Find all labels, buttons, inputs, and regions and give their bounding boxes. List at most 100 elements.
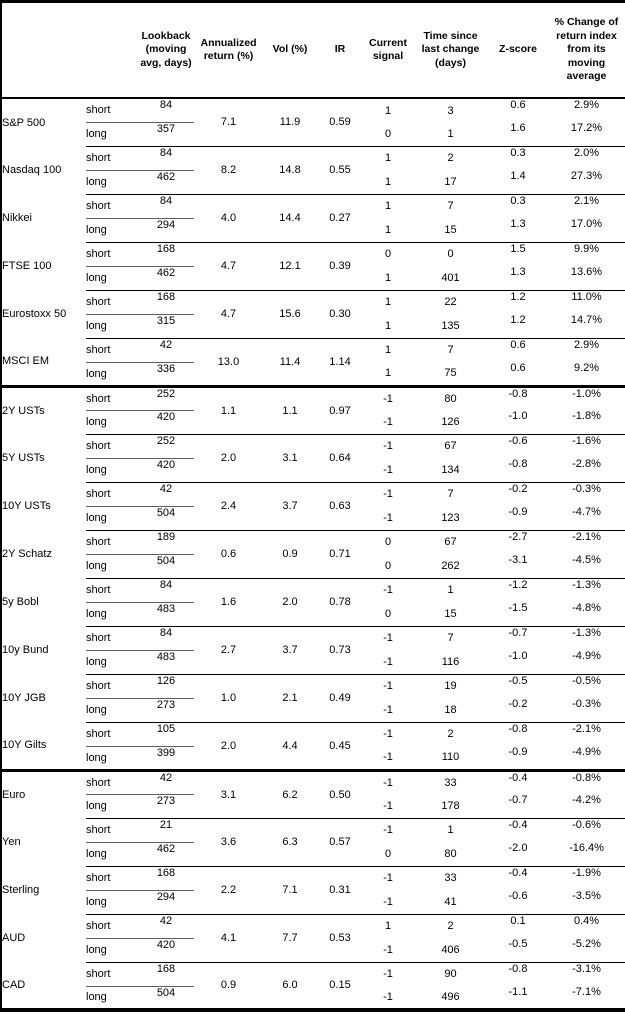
time-since-cell: 135 [413, 314, 488, 339]
time-since-cell: 7 [447, 488, 454, 501]
table-row-short: 10Y Gilts short 105 2.0 4.4 0.45 -1 2 -0.8 -2.1% [1, 722, 625, 772]
zscore-cell: -0.4 [508, 866, 528, 879]
table-row-long: long 462 1 17 1.4 27.3% [1, 170, 625, 195]
pct-change-cell: -4.9% [548, 650, 625, 675]
annualized-return-cell: 2.7 [194, 626, 263, 675]
ir-cell: 0.57 [317, 818, 363, 867]
annualized-return-cell: 3.1 [194, 770, 263, 819]
current-signal-cell: -1 [383, 632, 393, 645]
ir-cell: 0.45 [317, 722, 363, 772]
annualized-return-cell: 2.4 [194, 482, 263, 531]
time-since-cell: 80 [444, 392, 457, 405]
annualized-return-cell: 1.6 [194, 578, 263, 627]
zscore-cell: -1.1 [488, 986, 548, 1011]
zscore-cell: 0.6 [488, 362, 548, 388]
ir-cell: 0.73 [317, 626, 363, 675]
asset-name-cell: 2Y Schatz [2, 548, 52, 560]
current-signal-cell: 1 [363, 314, 413, 339]
zscore-cell: 1.5 [510, 242, 526, 255]
vol-cell: 6.2 [263, 770, 317, 819]
asset-name-cell: Euro [2, 788, 26, 801]
vol-cell: 3.7 [263, 626, 317, 675]
table-row-short: 10Y USTs short 42 2.4 3.7 0.63 -1 7 -0.2 -0.3% [1, 482, 625, 531]
table-row-short: 2Y USTs short 252 1.1 1.1 0.97 -1 80 -0.8 -1.0% [1, 386, 625, 435]
zscore-cell: -0.5 [508, 674, 528, 687]
time-since-cell: 19 [444, 680, 457, 693]
ir-cell: 0.97 [317, 386, 363, 435]
asset-name-cell: S&P 500 [2, 116, 46, 129]
lookback-cell: 42 [138, 770, 194, 795]
vol-cell: 14.8 [263, 146, 317, 195]
lookback-cell: 420 [138, 458, 194, 483]
horizon-cell: long [86, 266, 138, 291]
horizon-cell: short [86, 530, 138, 555]
table-row-short: MSCI EM short 42 13.0 11.4 1.14 1 7 0.6 2.9% [1, 338, 625, 388]
time-since-cell: 18 [413, 698, 488, 723]
annualized-return-cell: 4.7 [194, 290, 263, 339]
pct-change-cell: -4.5% [548, 554, 625, 579]
time-since-cell: 126 [413, 410, 488, 435]
horizon-cell: short [86, 146, 138, 171]
current-signal-cell: 1 [384, 104, 392, 117]
pct-change-cell: -3.1% [572, 962, 601, 975]
vol-cell: 14.4 [263, 194, 317, 243]
ir-cell: 1.14 [317, 338, 363, 388]
horizon-cell: long [86, 170, 138, 195]
pct-change-cell: 2.9% [573, 338, 600, 351]
lookback-cell: 420 [138, 938, 194, 963]
table-row-long: long 462 1 401 1.3 13.6% [1, 266, 625, 291]
ir-cell: 0.39 [317, 242, 363, 291]
zscore-cell: -0.7 [508, 626, 528, 639]
current-signal-cell: 1 [384, 152, 392, 165]
zscore-cell: 1.3 [488, 266, 548, 291]
current-signal-cell: 1 [363, 362, 413, 388]
horizon-cell: long [86, 842, 138, 867]
asset-name-cell: MSCI EM [1, 338, 86, 388]
asset-name-cell: 10Y JGB [2, 692, 46, 704]
column-header-ir: IR [317, 1, 363, 99]
zscore-cell: -1.0 [488, 410, 548, 435]
zscore-cell: -0.8 [508, 387, 528, 400]
table-row-long: long 273 -1 18 -0.2 -0.3% [1, 698, 625, 723]
lookback-cell: 84 [138, 98, 194, 123]
lookback-cell: 504 [138, 506, 194, 531]
horizon-cell: short [86, 626, 138, 651]
table-row-long: long 357 0 1 1.6 17.2% [1, 122, 625, 147]
asset-name-cell: Yen [2, 836, 21, 848]
table-row-short: Sterling short 168 2.2 7.1 0.31 -1 33 -0.4 -1.9% [1, 866, 625, 915]
current-signal-cell: -1 [363, 410, 413, 435]
lookback-cell: 168 [138, 962, 194, 987]
asset-name-cell: 5Y USTs [2, 452, 45, 464]
lookback-cell: 420 [138, 410, 194, 435]
pct-change-cell: -0.3% [572, 482, 601, 495]
current-signal-cell: -1 [363, 938, 413, 963]
pct-change-cell: -0.3% [548, 698, 625, 723]
time-since-cell: 7 [447, 200, 454, 213]
time-since-cell: 0 [447, 248, 454, 261]
horizon-cell: long [86, 362, 138, 388]
current-signal-cell: -1 [383, 440, 393, 453]
column-header-pct-change: % Change of return index from its moving… [548, 1, 625, 99]
zscore-cell: 0.6 [510, 338, 526, 351]
ir-cell: 0.53 [317, 914, 363, 963]
current-signal-cell: -1 [383, 488, 393, 501]
zscore-cell: -0.9 [488, 506, 548, 531]
pct-change-cell: -1.8% [548, 410, 625, 435]
ir-cell: 0.50 [317, 770, 363, 819]
lookback-cell: 483 [138, 602, 194, 627]
table-row-long: long 420 -1 406 -0.5 -5.2% [1, 938, 625, 963]
horizon-cell: short [86, 290, 138, 315]
asset-name-cell: 10Y Gilts [1, 722, 86, 772]
pct-change-cell: -3.5% [548, 890, 625, 915]
table-row-long: long 504 -1 123 -0.9 -4.7% [1, 506, 625, 531]
asset-name-cell: Nikkei [2, 212, 32, 224]
table-row-short: 10Y JGB short 126 1.0 2.1 0.49 -1 19 -0.5 -0.5% [1, 674, 625, 723]
lookback-cell: 357 [138, 122, 194, 147]
column-header-asset [1, 1, 86, 99]
time-since-cell: 123 [413, 506, 488, 531]
current-signal-cell: -1 [383, 584, 393, 597]
current-signal-cell: -1 [363, 458, 413, 483]
horizon-cell: short [86, 338, 138, 363]
horizon-cell: long [86, 602, 138, 627]
